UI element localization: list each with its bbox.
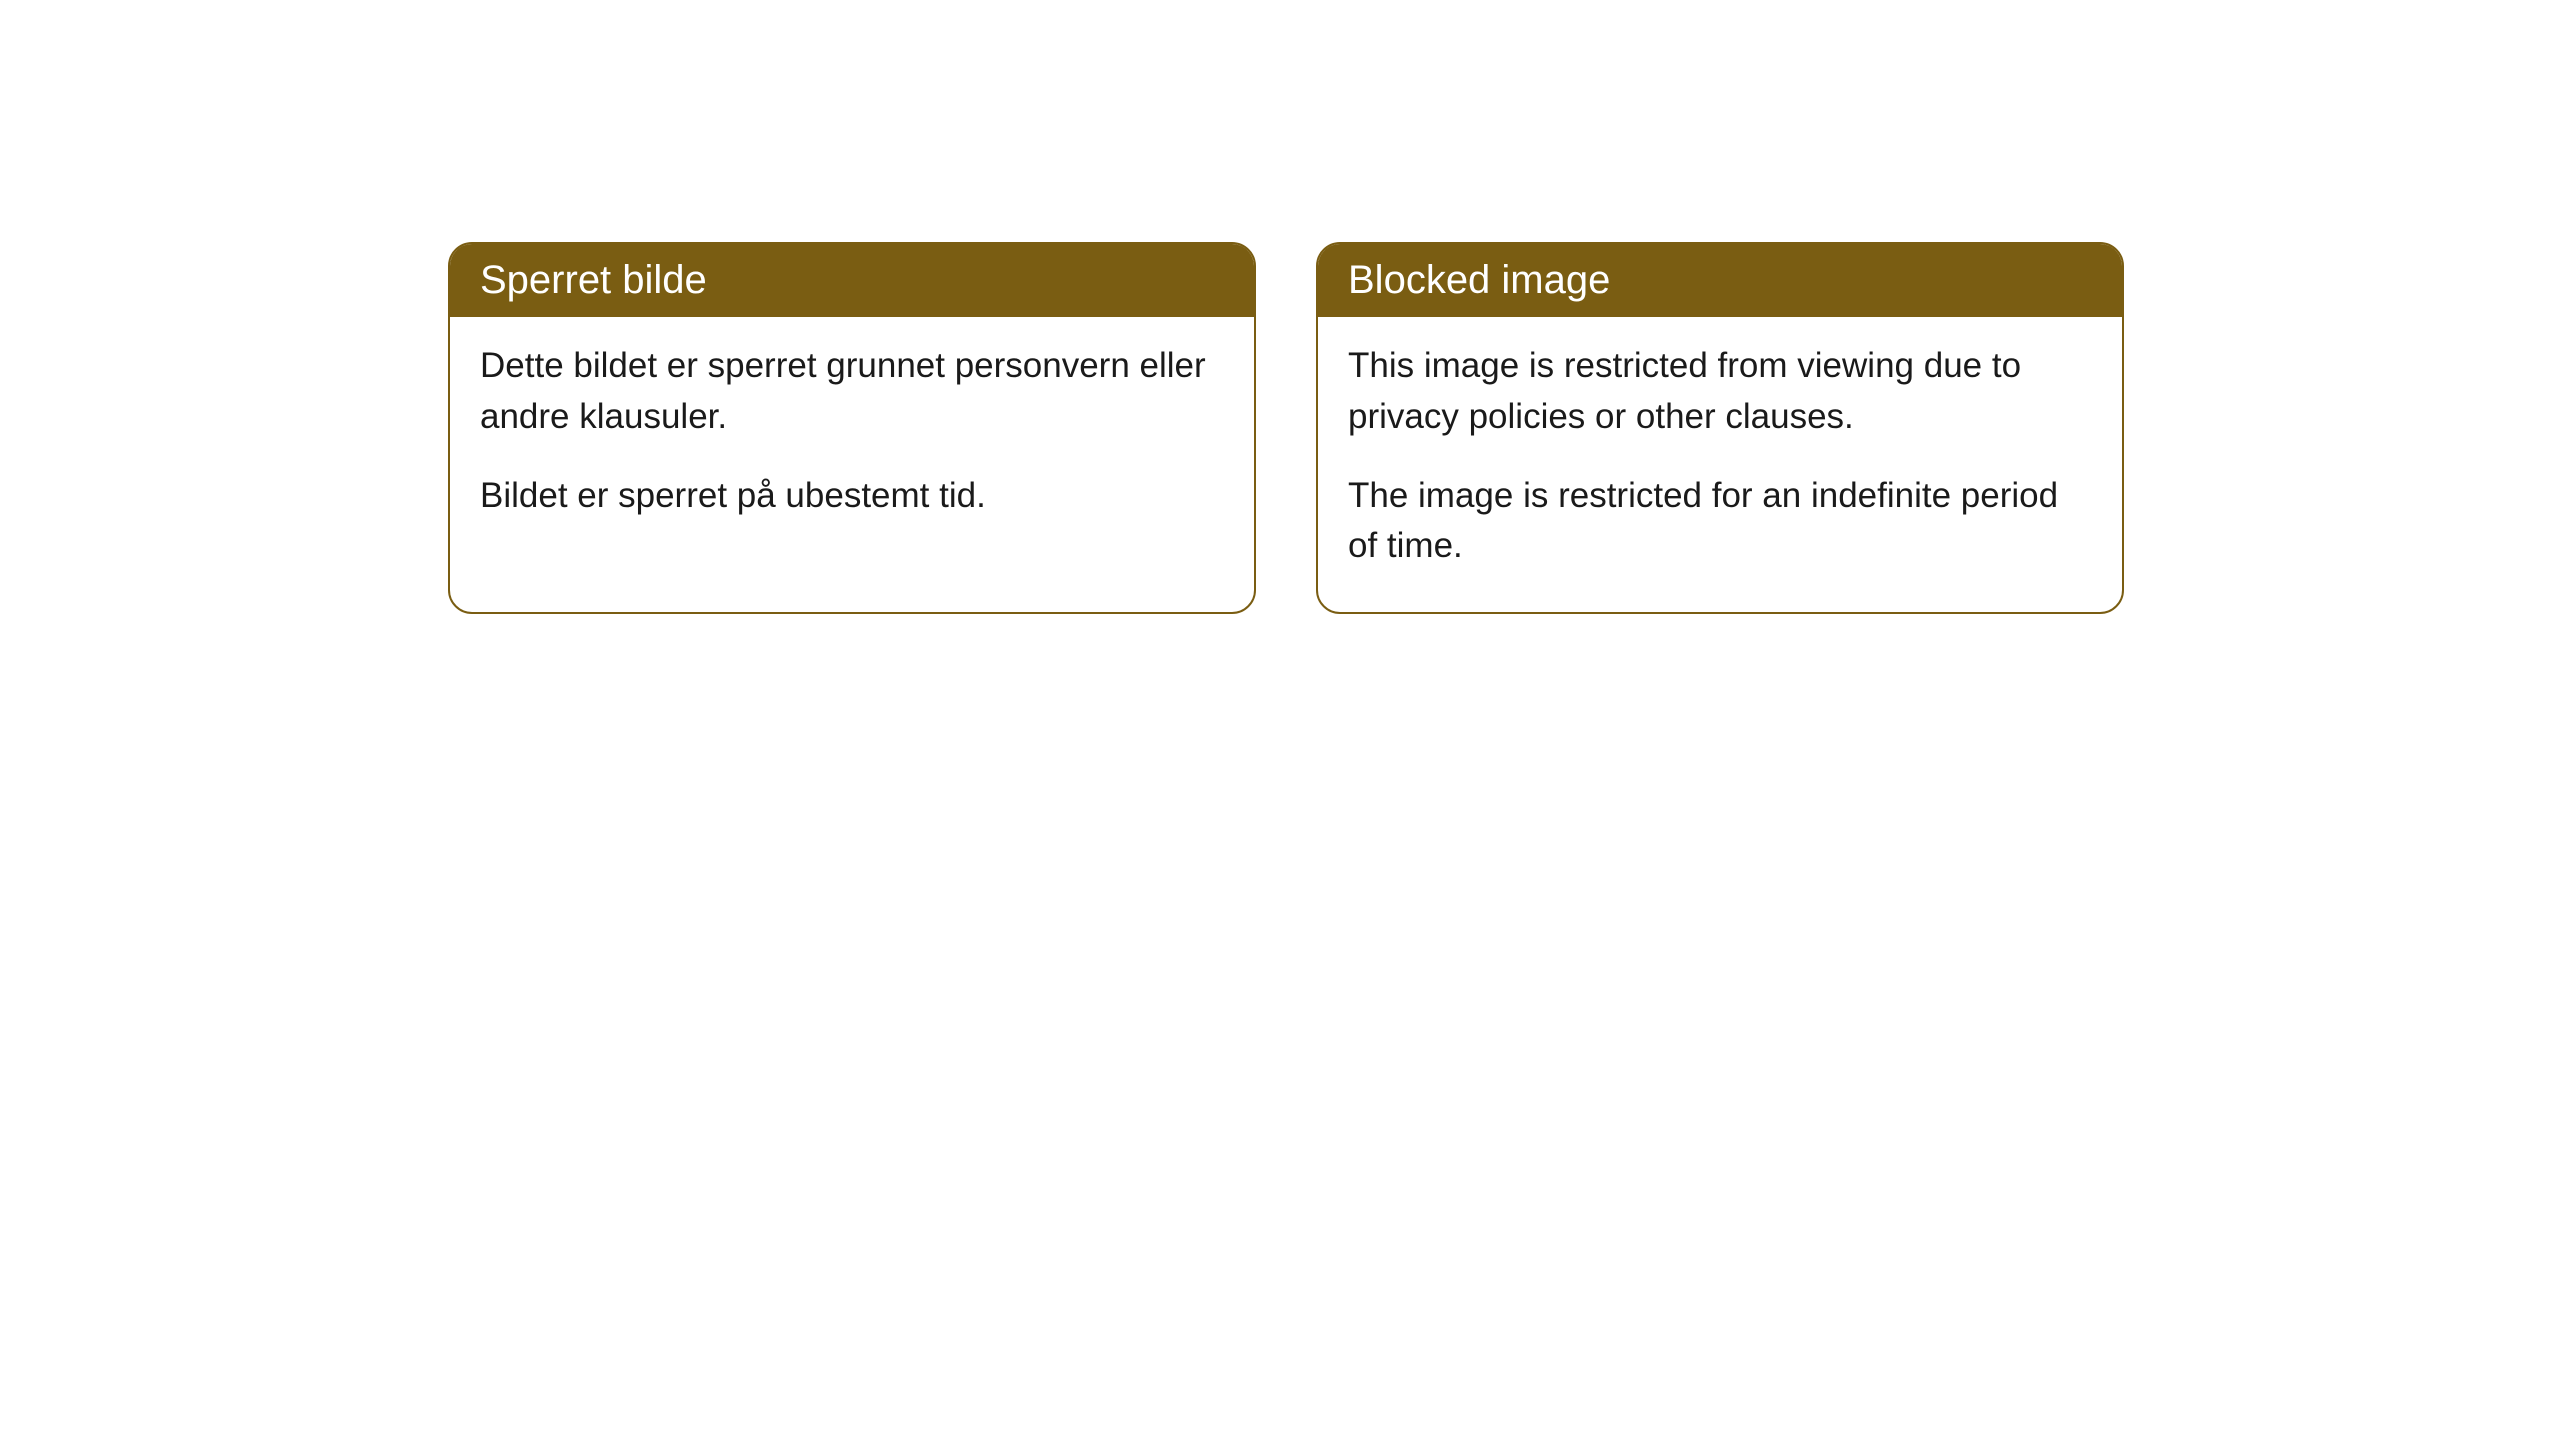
card-body-english: This image is restricted from viewing du… — [1318, 317, 2122, 612]
card-header-norwegian: Sperret bilde — [450, 244, 1254, 317]
card-paragraph: Bildet er sperret på ubestemt tid. — [480, 471, 1224, 522]
card-title: Blocked image — [1348, 258, 1610, 302]
blocked-image-card-norwegian: Sperret bilde Dette bildet er sperret gr… — [448, 242, 1256, 614]
card-paragraph: Dette bildet er sperret grunnet personve… — [480, 341, 1224, 443]
card-paragraph: This image is restricted from viewing du… — [1348, 341, 2092, 443]
card-header-english: Blocked image — [1318, 244, 2122, 317]
card-title: Sperret bilde — [480, 258, 707, 302]
card-body-norwegian: Dette bildet er sperret grunnet personve… — [450, 317, 1254, 561]
card-paragraph: The image is restricted for an indefinit… — [1348, 471, 2092, 573]
notification-cards-container: Sperret bilde Dette bildet er sperret gr… — [448, 242, 2124, 614]
blocked-image-card-english: Blocked image This image is restricted f… — [1316, 242, 2124, 614]
